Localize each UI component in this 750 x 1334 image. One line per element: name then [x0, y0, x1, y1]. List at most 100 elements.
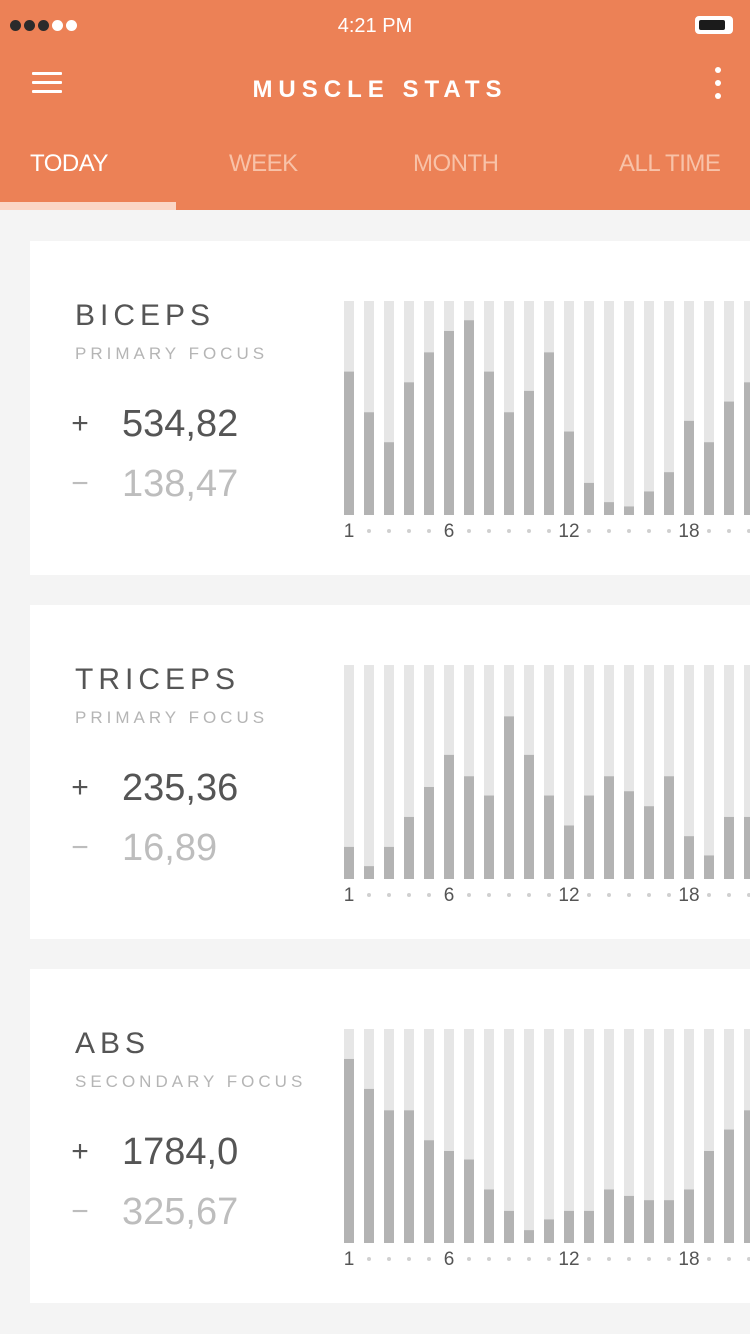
- plus-sign: +: [71, 407, 89, 440]
- bar-track: [584, 301, 594, 515]
- bar-track: [704, 665, 714, 879]
- x-tick-dot: [747, 1257, 750, 1261]
- bar: [404, 382, 414, 515]
- bar: [624, 791, 634, 879]
- x-tick-dot: [487, 529, 491, 533]
- bar-track: [364, 665, 374, 879]
- tab-all-time[interactable]: ALL TIME: [619, 150, 721, 177]
- bar-track: [604, 301, 614, 515]
- plus-value: 1784,0: [122, 1131, 239, 1173]
- x-tick-dot: [367, 893, 371, 897]
- bar: [424, 352, 434, 515]
- bar-track: [664, 301, 674, 515]
- plus-value: 534,82: [122, 403, 239, 445]
- bar: [664, 472, 674, 515]
- hamburger-menu-icon[interactable]: [32, 72, 62, 94]
- x-tick-dot: [407, 893, 411, 897]
- bar-track: [464, 665, 474, 879]
- bar-track: [424, 1029, 434, 1243]
- bar: [384, 846, 394, 879]
- bar: [564, 431, 574, 515]
- x-tick-dot: [487, 893, 491, 897]
- x-tick-dot: [627, 529, 631, 533]
- x-tick-dot: [527, 529, 531, 533]
- bar-track: [344, 665, 354, 879]
- x-tick-label: 1: [344, 521, 354, 542]
- x-tick-dot: [667, 893, 671, 897]
- bar-track: [684, 301, 694, 515]
- bar: [444, 330, 454, 515]
- tab-week[interactable]: WEEK: [229, 150, 298, 177]
- x-tick-dot: [367, 1257, 371, 1261]
- bar-track: [684, 665, 694, 879]
- bar: [384, 442, 394, 515]
- minus-sign: −: [71, 831, 89, 864]
- bar: [624, 506, 634, 515]
- plus-sign: +: [71, 771, 89, 804]
- x-tick-dot: [667, 529, 671, 533]
- bar: [544, 352, 554, 515]
- bar-track: [724, 665, 734, 879]
- x-tick-dot: [387, 893, 391, 897]
- bar: [744, 816, 750, 879]
- bar-track: [624, 301, 634, 515]
- bar-chart: 1 6 12 18: [344, 301, 750, 542]
- bar-chart: 1 6 12 18: [344, 1029, 750, 1270]
- x-tick-dot: [467, 1257, 471, 1261]
- x-tick-dot: [407, 529, 411, 533]
- x-tick-dot: [627, 893, 631, 897]
- bar-track: [364, 301, 374, 515]
- tab-today[interactable]: TODAY: [30, 150, 108, 177]
- bar-track: [424, 665, 434, 879]
- x-tick-dot: [587, 529, 591, 533]
- bar: [604, 776, 614, 879]
- bar: [464, 776, 474, 879]
- bar: [364, 412, 374, 515]
- bar: [504, 1210, 514, 1243]
- bar: [564, 825, 574, 879]
- bar: [444, 1150, 454, 1243]
- bar-track: [464, 1029, 474, 1243]
- x-tick-dot: [467, 529, 471, 533]
- bar: [344, 846, 354, 879]
- bar-track: [584, 665, 594, 879]
- bar: [704, 442, 714, 515]
- bar: [604, 502, 614, 515]
- x-tick-label: 6: [444, 521, 455, 542]
- bar: [724, 401, 734, 515]
- bar: [504, 412, 514, 515]
- bar: [624, 1195, 634, 1243]
- x-tick-dot: [547, 529, 551, 533]
- bar-track: [644, 1029, 654, 1243]
- bar: [684, 1189, 694, 1243]
- bar-track: [564, 1029, 574, 1243]
- bar-track: [684, 1029, 694, 1243]
- muscle-card-biceps[interactable]: BICEPS PRIMARY FOCUS + 534,82 − 138,47 1…: [30, 241, 750, 575]
- bar: [744, 1110, 750, 1243]
- x-tick-dot: [607, 529, 611, 533]
- muscle-card-triceps[interactable]: TRICEPS PRIMARY FOCUS + 235,36 − 16,89 1…: [30, 605, 750, 939]
- app-header: 4:21 PM MUSCLE STATS TODAY WEEK MONTH AL…: [0, 0, 750, 210]
- bar: [704, 1150, 714, 1243]
- tab-month[interactable]: MONTH: [413, 150, 499, 177]
- bar-track: [544, 665, 554, 879]
- x-tick-dot: [647, 1257, 651, 1261]
- more-options-icon[interactable]: [712, 67, 724, 101]
- bar-track: [604, 665, 614, 879]
- bar-track: [444, 1029, 454, 1243]
- bar: [644, 806, 654, 879]
- x-tick-dot: [647, 893, 651, 897]
- x-tick-dot: [427, 1257, 431, 1261]
- bar: [724, 816, 734, 879]
- x-tick-dot: [547, 893, 551, 897]
- bar-track: [644, 665, 654, 879]
- bar: [584, 1210, 594, 1243]
- bar: [344, 1058, 354, 1243]
- muscle-card-abs[interactable]: ABS SECONDARY FOCUS + 1784,0 − 325,67 1 6…: [30, 969, 750, 1303]
- x-tick-dot: [547, 1257, 551, 1261]
- bar: [644, 1200, 654, 1243]
- bar-track: [624, 665, 634, 879]
- x-tick-label: 18: [678, 521, 699, 542]
- x-tick-dot: [587, 893, 591, 897]
- x-tick-dot: [747, 529, 750, 533]
